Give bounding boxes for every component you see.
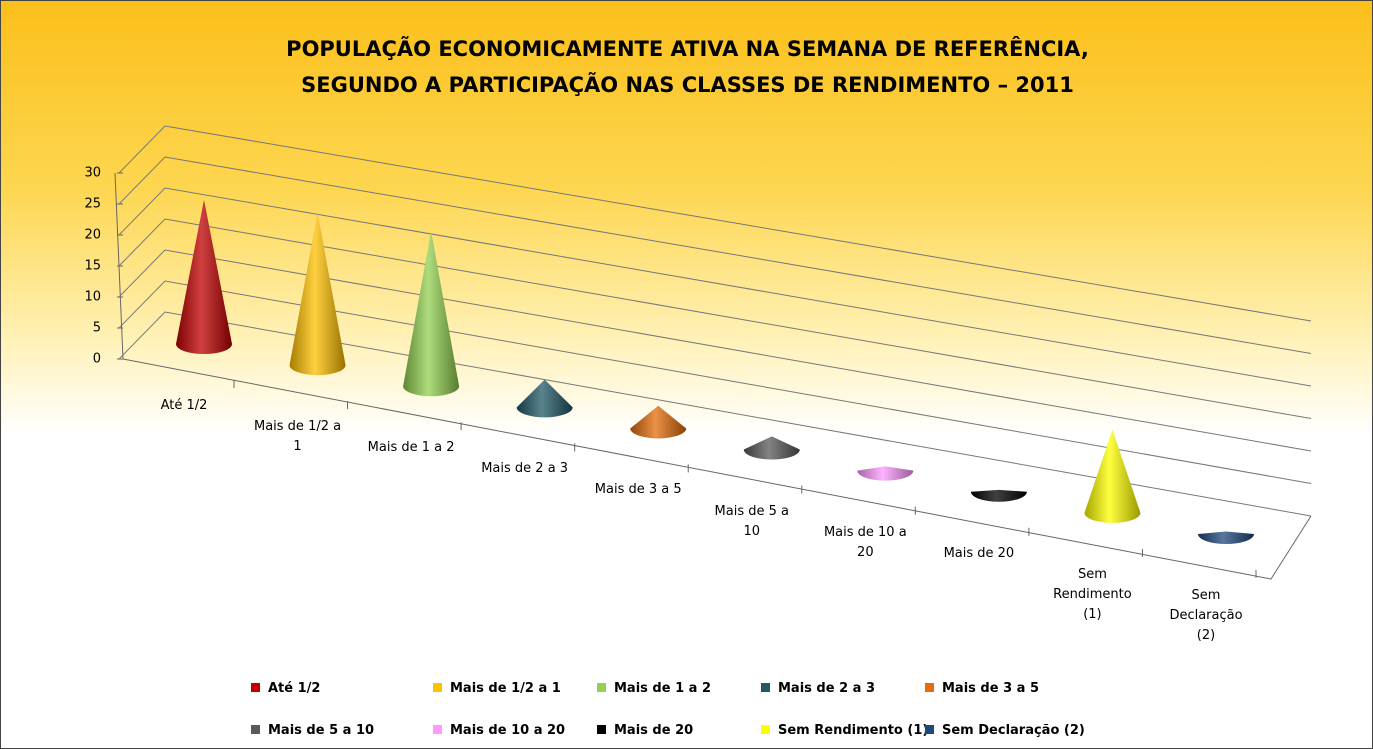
y-tick-label: 25 xyxy=(84,197,101,212)
cone xyxy=(516,379,573,418)
legend-item: Mais de 3 a 5 xyxy=(925,681,1039,696)
y-tick-label: 10 xyxy=(84,290,101,305)
legend-swatch xyxy=(925,725,934,734)
y-tick-label: 20 xyxy=(84,228,101,243)
legend-item: Mais de 20 xyxy=(597,723,693,738)
grid-line xyxy=(118,280,1312,484)
legend-swatch xyxy=(761,725,770,734)
legend-swatch xyxy=(433,683,442,692)
cone xyxy=(1084,429,1141,523)
x-tick-label: Mais de 10 a 20 xyxy=(823,524,907,560)
legend-item: Mais de 1 a 2 xyxy=(597,681,711,696)
legend-swatch xyxy=(251,725,260,734)
cone xyxy=(403,231,460,397)
legend-label: Mais de 10 a 20 xyxy=(450,723,566,738)
legend-swatch xyxy=(597,725,606,734)
cone xyxy=(289,212,346,376)
legend-label: Mais de 5 a 10 xyxy=(268,723,375,738)
cone xyxy=(630,405,687,439)
legend-label: Sem Declaração (2) xyxy=(942,723,1085,738)
legend-label: Sem Rendimento (1) xyxy=(778,723,929,738)
legend-item: Sem Rendimento (1) xyxy=(761,723,928,738)
legend-item: Mais de 2 a 3 xyxy=(761,681,875,696)
chart-title-text: POPULAÇÃO ECONOMICAMENTE ATIVA NA SEMANA… xyxy=(286,37,1089,97)
cone xyxy=(176,199,232,354)
x-tick-label: Sem Declaração (2) xyxy=(1169,588,1243,643)
floor-edge xyxy=(122,358,1312,580)
legend-item: Mais de 10 a 20 xyxy=(433,723,565,738)
grid-line xyxy=(118,311,1312,517)
legend-swatch xyxy=(761,683,770,692)
legend-swatch xyxy=(597,683,606,692)
legend-swatch xyxy=(433,725,442,734)
grid-line xyxy=(118,187,1312,387)
legend-item: Sem Declaração (2) xyxy=(925,723,1085,738)
chart-title: POPULAÇÃO ECONOMICAMENTE ATIVA NA SEMANA… xyxy=(1,31,1372,103)
legend-label: Mais de 1 a 2 xyxy=(614,681,711,696)
cone xyxy=(743,436,800,460)
y-tick-label: 0 xyxy=(93,352,101,367)
y-tick-label: 15 xyxy=(84,259,101,274)
cone xyxy=(1198,531,1254,544)
legend-label: Mais de 1/2 a 1 xyxy=(450,681,561,696)
x-tick-label: Até 1/2 xyxy=(160,398,208,413)
cone xyxy=(970,489,1027,502)
y-tick-label: 30 xyxy=(84,166,101,181)
x-tick-label: Mais de 1 a 2 xyxy=(367,440,455,456)
grid-line xyxy=(118,156,1312,354)
grid-line xyxy=(118,218,1312,419)
x-tick-label: Mais de 3 a 5 xyxy=(594,482,682,498)
legend-swatch xyxy=(251,683,260,692)
legend-label: Até 1/2 xyxy=(268,681,321,696)
x-tick-label: Mais de 20 xyxy=(943,545,1015,561)
grid-line xyxy=(118,125,1312,322)
cone xyxy=(857,466,914,481)
legend-item: Até 1/2 xyxy=(251,681,320,696)
y-tick-label: 5 xyxy=(93,321,101,336)
legend-label: Mais de 20 xyxy=(614,723,694,738)
legend-item: Mais de 5 a 10 xyxy=(251,723,374,738)
x-tick-label: Mais de 2 a 3 xyxy=(481,461,569,477)
legend-swatch xyxy=(925,683,934,692)
x-tick-label: Mais de 1/2 a 1 xyxy=(253,419,342,455)
legend-label: Mais de 2 a 3 xyxy=(778,681,875,696)
x-tick-label: Sem Rendimento (1) xyxy=(1053,566,1132,622)
grid-line xyxy=(118,249,1312,452)
legend-label: Mais de 3 a 5 xyxy=(942,681,1039,696)
x-tick-label: Mais de 5 a 10 xyxy=(714,503,789,539)
legend-item: Mais de 1/2 a 1 xyxy=(433,681,561,696)
